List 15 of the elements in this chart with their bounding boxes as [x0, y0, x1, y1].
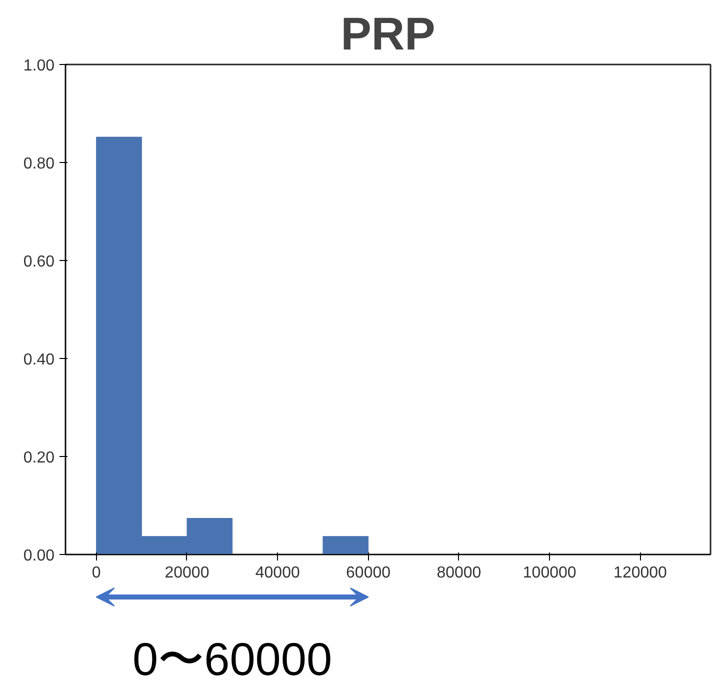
y-tick-label: 0.60 [23, 254, 55, 270]
chart-title: PRP [340, 8, 436, 60]
y-tick-label: 0.80 [23, 156, 55, 172]
y-tick-label: 0.00 [23, 548, 55, 564]
y-tick-label: 1.00 [23, 58, 55, 74]
y-tick-label: 0.20 [23, 450, 55, 466]
x-tick-label: 0 [92, 564, 101, 582]
x-tick-label: 60000 [346, 564, 391, 582]
x-tick-label: 120000 [614, 564, 668, 582]
y-tick-label: 0.40 [23, 352, 55, 368]
text: 0〜60000 [132, 633, 332, 685]
x-tick-label: 100000 [522, 564, 576, 582]
x-tick-label: 40000 [255, 564, 300, 582]
x-tick-label: 80000 [436, 564, 482, 582]
x-tick-label: 20000 [164, 564, 210, 582]
